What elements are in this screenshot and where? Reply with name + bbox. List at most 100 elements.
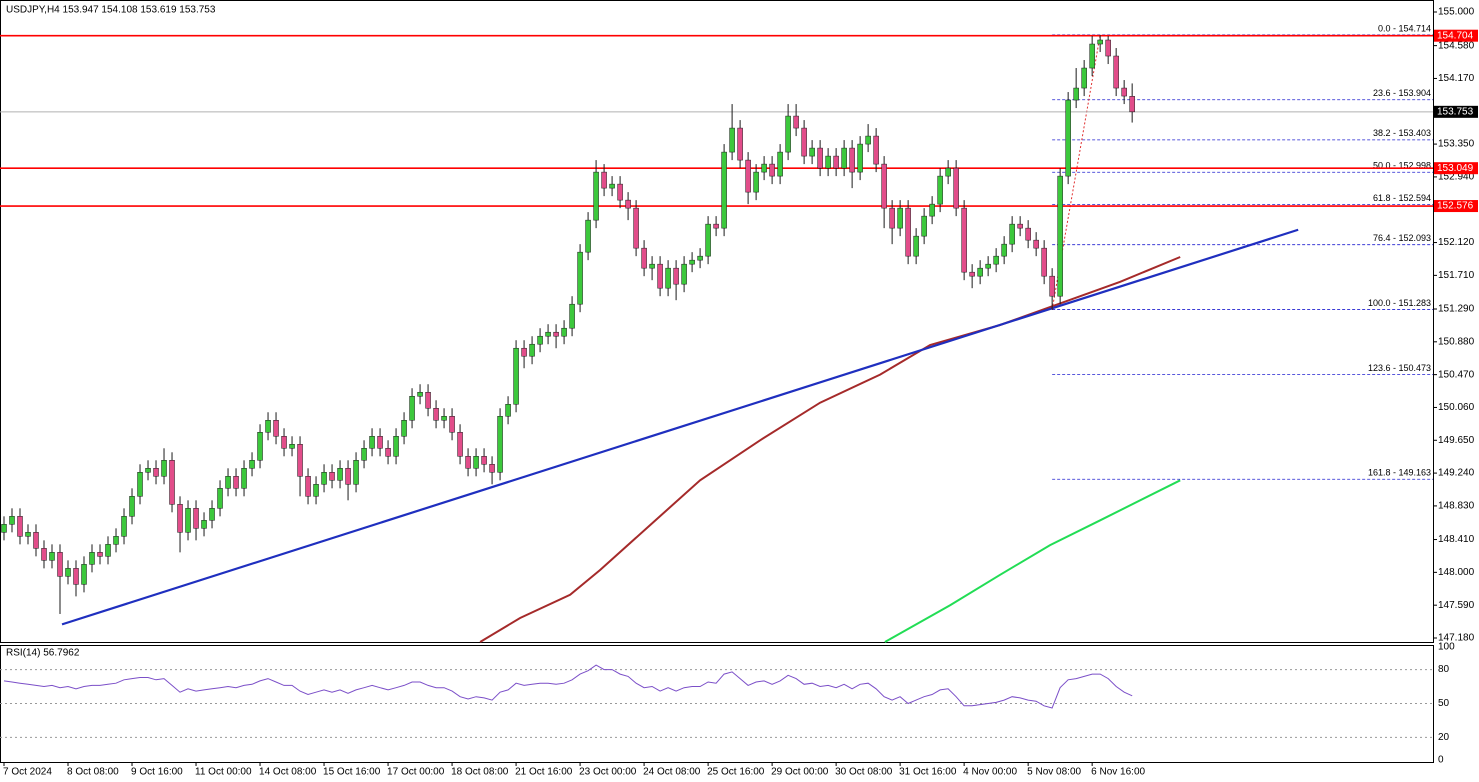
y-tick-label: 150.470 [1438,369,1475,380]
candle-body [313,484,319,497]
candle-body [345,468,351,485]
candle-body [881,163,887,209]
candle-body [705,223,711,257]
x-tick-label: 17 Oct 00:00 [387,767,445,778]
x-tick-label: 4 Nov 00:00 [963,767,1017,778]
candle-body [1081,67,1087,89]
level-tag-label: 153.049 [1437,163,1474,174]
candle-body [753,171,759,193]
rsi-tick-label: 50 [1438,698,1450,709]
candle-body [1049,275,1055,297]
candle-body [961,207,967,273]
candle-body [441,416,447,421]
rsi-tick-label: 20 [1438,732,1450,743]
candle-body [361,448,367,461]
candle-body [393,436,399,457]
candle-body [417,391,423,397]
y-tick-label: 154.170 [1438,73,1475,84]
candle-body [689,259,695,265]
fib-label: 38.2 - 153.403 [1373,128,1431,138]
candle-body [1089,43,1095,69]
candle-body [273,420,279,437]
candle-body [801,127,807,157]
candle-body [769,163,775,177]
candle-body [1065,99,1071,177]
candle-body [257,432,263,461]
candle-body [489,464,495,473]
x-tick-label: 24 Oct 08:00 [643,767,701,778]
candle-body [129,496,135,517]
candle-body [57,552,63,577]
candle-body [89,552,95,565]
x-tick-label: 9 Oct 16:00 [131,767,183,778]
candle-body [857,143,863,173]
candle-body [33,532,39,549]
y-tick-label: 148.830 [1438,501,1475,512]
candle-body [505,404,511,417]
x-tick-label: 15 Oct 16:00 [323,767,381,778]
candle-body [897,207,903,229]
fib-label: 161.8 - 149.163 [1368,468,1431,478]
y-tick-label: 150.060 [1438,402,1475,413]
fib-label: 23.6 - 153.904 [1373,88,1431,98]
candle-body [625,199,631,209]
candle-body [697,255,703,261]
fib-label: 0.0 - 154.714 [1378,23,1431,33]
y-tick-label: 147.180 [1438,633,1475,644]
candle-body [745,159,751,193]
candle-body [657,263,663,289]
current-price-tag [1434,105,1478,118]
candle-body [289,444,295,449]
candle-body [329,472,335,481]
candle-body [841,147,847,169]
level-tag-label: 154.704 [1437,30,1474,41]
candle-body [777,151,783,177]
y-tick-label: 150.880 [1438,336,1475,347]
candle-body [529,343,535,357]
y-tick-label: 152.120 [1438,237,1475,248]
candle-body [401,420,407,437]
current-price-label: 153.753 [1437,106,1474,117]
candle-body [185,508,191,533]
candle-body [457,432,463,457]
candle-body [969,271,975,277]
candle-body [433,408,439,421]
y-tick-label: 148.410 [1438,534,1475,545]
candle-body [1025,227,1031,241]
candle-body [577,251,583,305]
y-tick-label: 149.650 [1438,435,1475,446]
candle-body [209,508,215,521]
candle-body [913,235,919,257]
rsi-tick-label: 0 [1438,755,1444,766]
candle-body [449,416,455,433]
candle-body [641,247,647,269]
candle-body [721,151,727,229]
trendline [61,228,1299,626]
x-tick-label: 23 Oct 00:00 [579,767,637,778]
candle-body [1017,223,1023,229]
candle-body [1105,39,1111,57]
candle-body [649,263,655,269]
x-tick-label: 31 Oct 16:00 [899,767,957,778]
candle-body [609,183,615,189]
x-tick-label: 21 Oct 16:00 [515,767,573,778]
x-tick-label: 7 Oct 2024 [3,767,52,778]
candle-body [561,327,567,337]
candle-body [593,171,599,221]
candle-body [985,263,991,269]
candle-body [121,516,127,537]
y-tick-label: 149.240 [1438,468,1475,479]
candle-body [1009,223,1015,245]
candle-body [1113,55,1119,89]
x-tick-label: 11 Oct 00:00 [195,767,252,778]
candle-body [977,267,983,277]
candle-body [513,347,519,405]
candle-body [225,476,231,489]
y-tick-label: 151.290 [1438,304,1475,315]
candle-body [729,127,735,153]
candle-body [665,267,671,289]
candle-body [217,488,223,509]
candle-body [905,207,911,257]
candle-body [793,115,799,129]
